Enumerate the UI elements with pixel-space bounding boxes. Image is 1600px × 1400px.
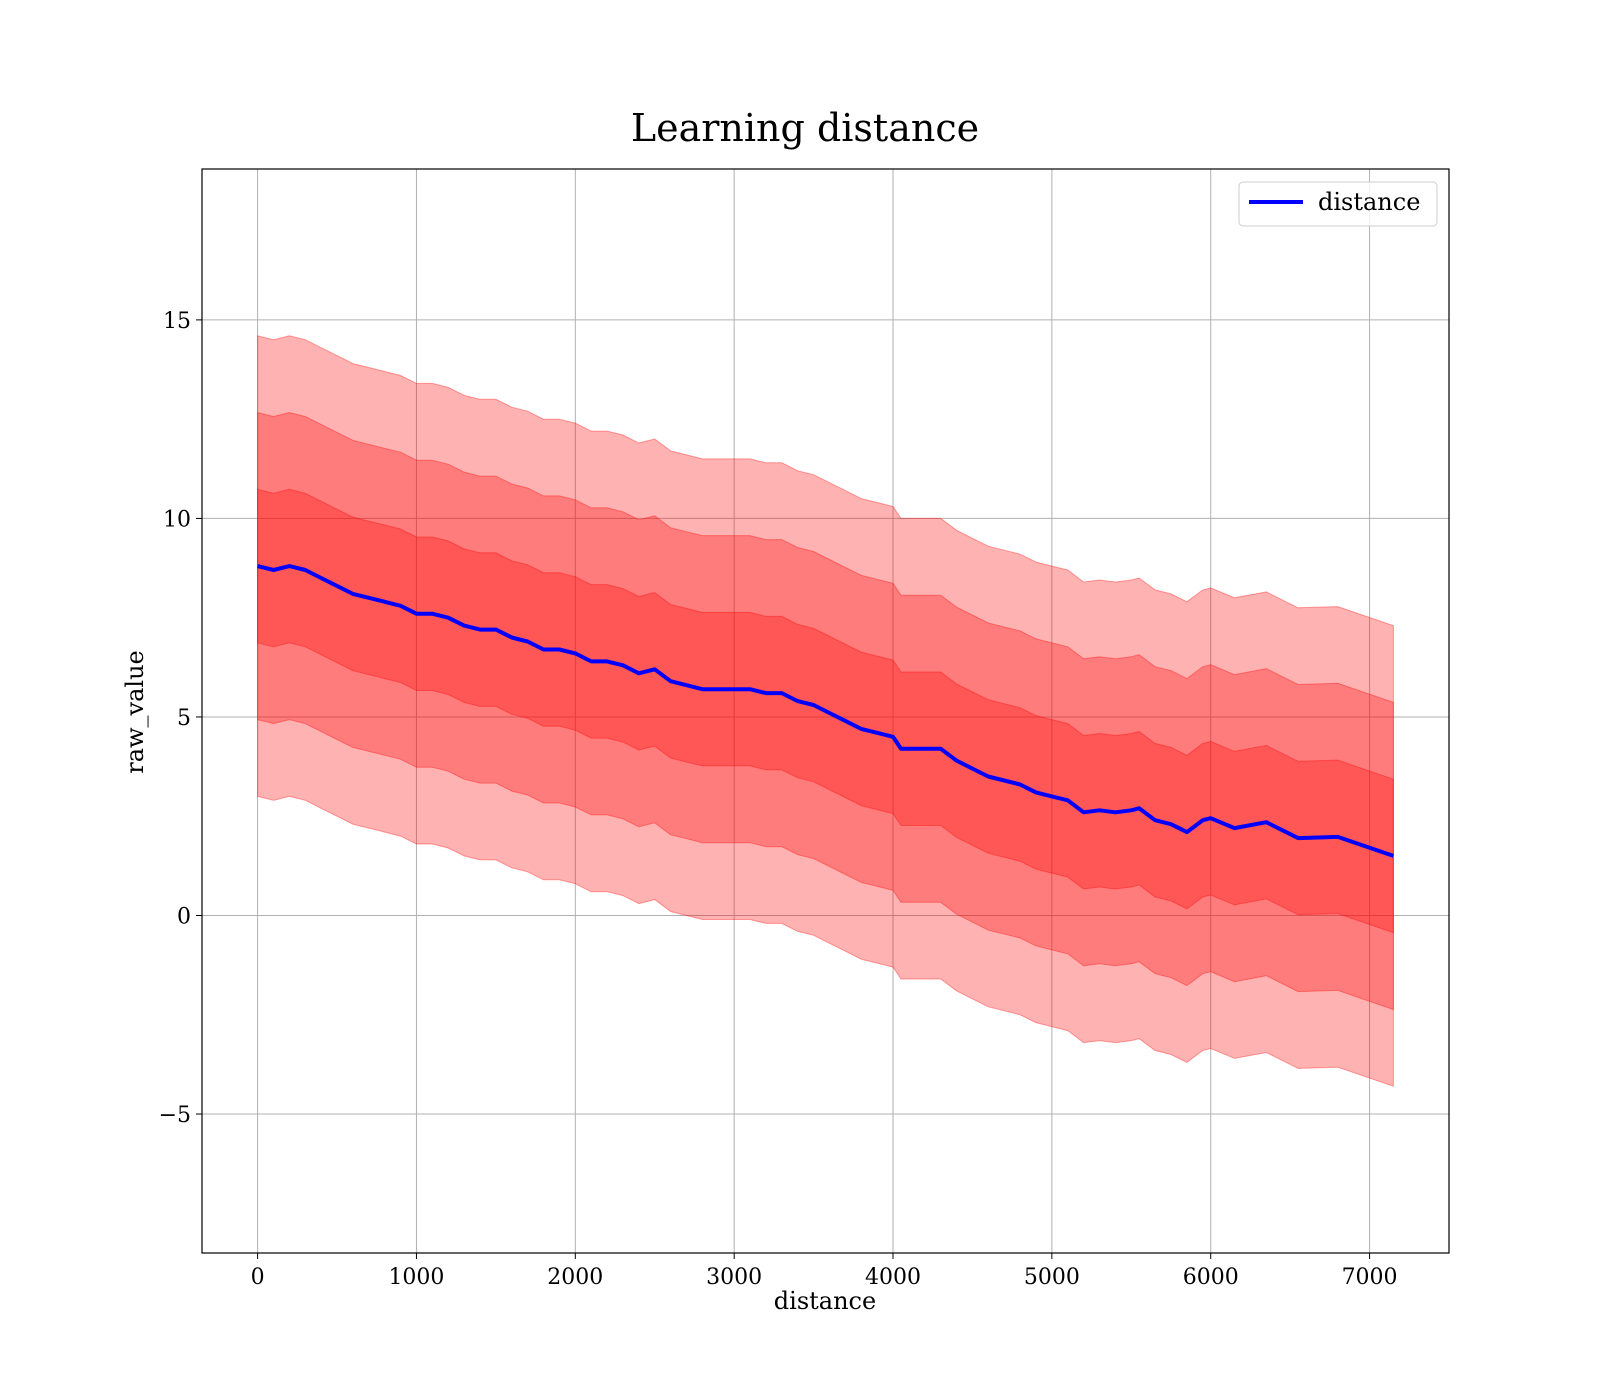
y-tick-label: 10: [163, 507, 191, 532]
x-tick-label: 4000: [865, 1265, 921, 1290]
x-tick-label: 7000: [1342, 1265, 1398, 1290]
y-tick-label: 0: [177, 904, 191, 929]
series-lines: [257, 564, 1395, 858]
x-tick-label: 1000: [388, 1265, 444, 1290]
legend-label: distance: [1318, 188, 1420, 216]
chart-title: Learning distance: [631, 106, 979, 150]
plot-frame: [201, 168, 1450, 1254]
axis-ticks: 0 1000 2000 3000 4000 5000 6000 7000 −5 0 5 10 15: [159, 309, 1398, 1290]
x-tick-label: 2000: [547, 1265, 603, 1290]
y-tick-label: 5: [177, 706, 191, 731]
x-tick-label: 5000: [1024, 1265, 1080, 1290]
series-line-distance: [257, 564, 1395, 858]
y-tick-label: 15: [163, 309, 191, 334]
y-axis-label: raw_value: [121, 650, 149, 774]
x-tick-label: 6000: [1183, 1265, 1239, 1290]
x-axis-label: distance: [774, 1287, 876, 1315]
x-tick-label: 3000: [706, 1265, 762, 1290]
legend: distance: [1238, 181, 1438, 227]
legend-box: [1238, 181, 1438, 227]
y-tick-label: −5: [159, 1103, 191, 1128]
grid: [202, 169, 1449, 1253]
x-tick-label: 0: [251, 1265, 265, 1290]
